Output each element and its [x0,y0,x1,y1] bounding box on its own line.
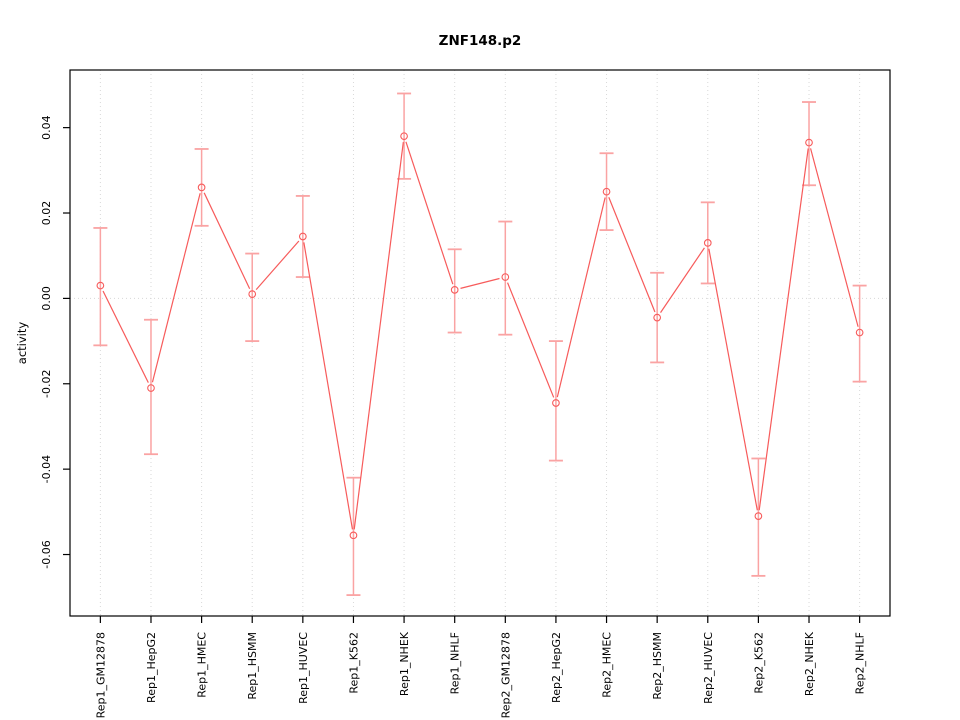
series-segment [405,141,454,285]
x-tick-label: Rep1_NHLF [449,632,462,694]
series-segment [353,142,404,530]
series-segment [506,282,555,398]
data-point [147,384,155,392]
series-segment [102,290,149,383]
series-segment [303,242,354,530]
x-tick-label: Rep1_HepG2 [145,632,158,703]
series-segment [151,193,201,383]
chart-title: ZNF148.p2 [438,33,522,49]
data-point [552,399,560,407]
y-tick-label: -0.06 [40,540,53,568]
series-segment [255,240,300,291]
x-tick-label: Rep1_HUVEC [297,632,310,704]
data-point [602,187,611,196]
series-segment [608,197,656,313]
x-tick-label: Rep2_GM12878 [499,632,512,718]
x-tick-label: Rep2_HSMM [651,632,664,700]
y-tick-label: -0.02 [40,370,53,398]
series-segment [556,197,606,398]
series-segment [809,148,859,327]
y-tick-label: 0.04 [40,115,53,139]
data-point [96,281,105,290]
data-point [298,232,307,241]
x-tick-label: Rep1_HSMM [246,632,259,700]
x-tick-label: Rep2_HMEC [601,632,614,698]
data-point [197,183,206,192]
series-segment [660,247,705,313]
data-point [703,239,712,247]
data-point [248,290,257,298]
series-segment [708,248,758,511]
series-segment [203,192,251,289]
data-point [805,138,813,147]
data-point [501,273,510,281]
data-point [349,531,358,540]
x-tick-label: Rep2_NHLF [854,632,867,694]
x-tick-label: Rep2_NHEK [803,631,816,696]
y-tick-label: 0.00 [40,286,53,311]
y-tick-label: -0.04 [40,455,53,483]
data-point [855,328,864,337]
series-segment [758,148,809,511]
x-tick-label: Rep1_HMEC [196,632,209,698]
x-tick-label: Rep2_HepG2 [550,632,563,703]
x-tick-label: Rep1_K562 [347,632,360,694]
x-tick-label: Rep1_NHEK [398,631,411,696]
data-point [400,132,408,141]
x-tick-label: Rep2_HUVEC [702,632,715,704]
x-tick-label: Rep2_K562 [752,632,765,694]
data-point [653,313,662,322]
series-segment [460,277,500,289]
x-tick-label: Rep1_GM12878 [94,632,107,718]
plot-border [69,69,891,617]
data-point [450,286,459,294]
data-point [754,512,763,520]
y-tick-label: 0.02 [40,201,53,226]
